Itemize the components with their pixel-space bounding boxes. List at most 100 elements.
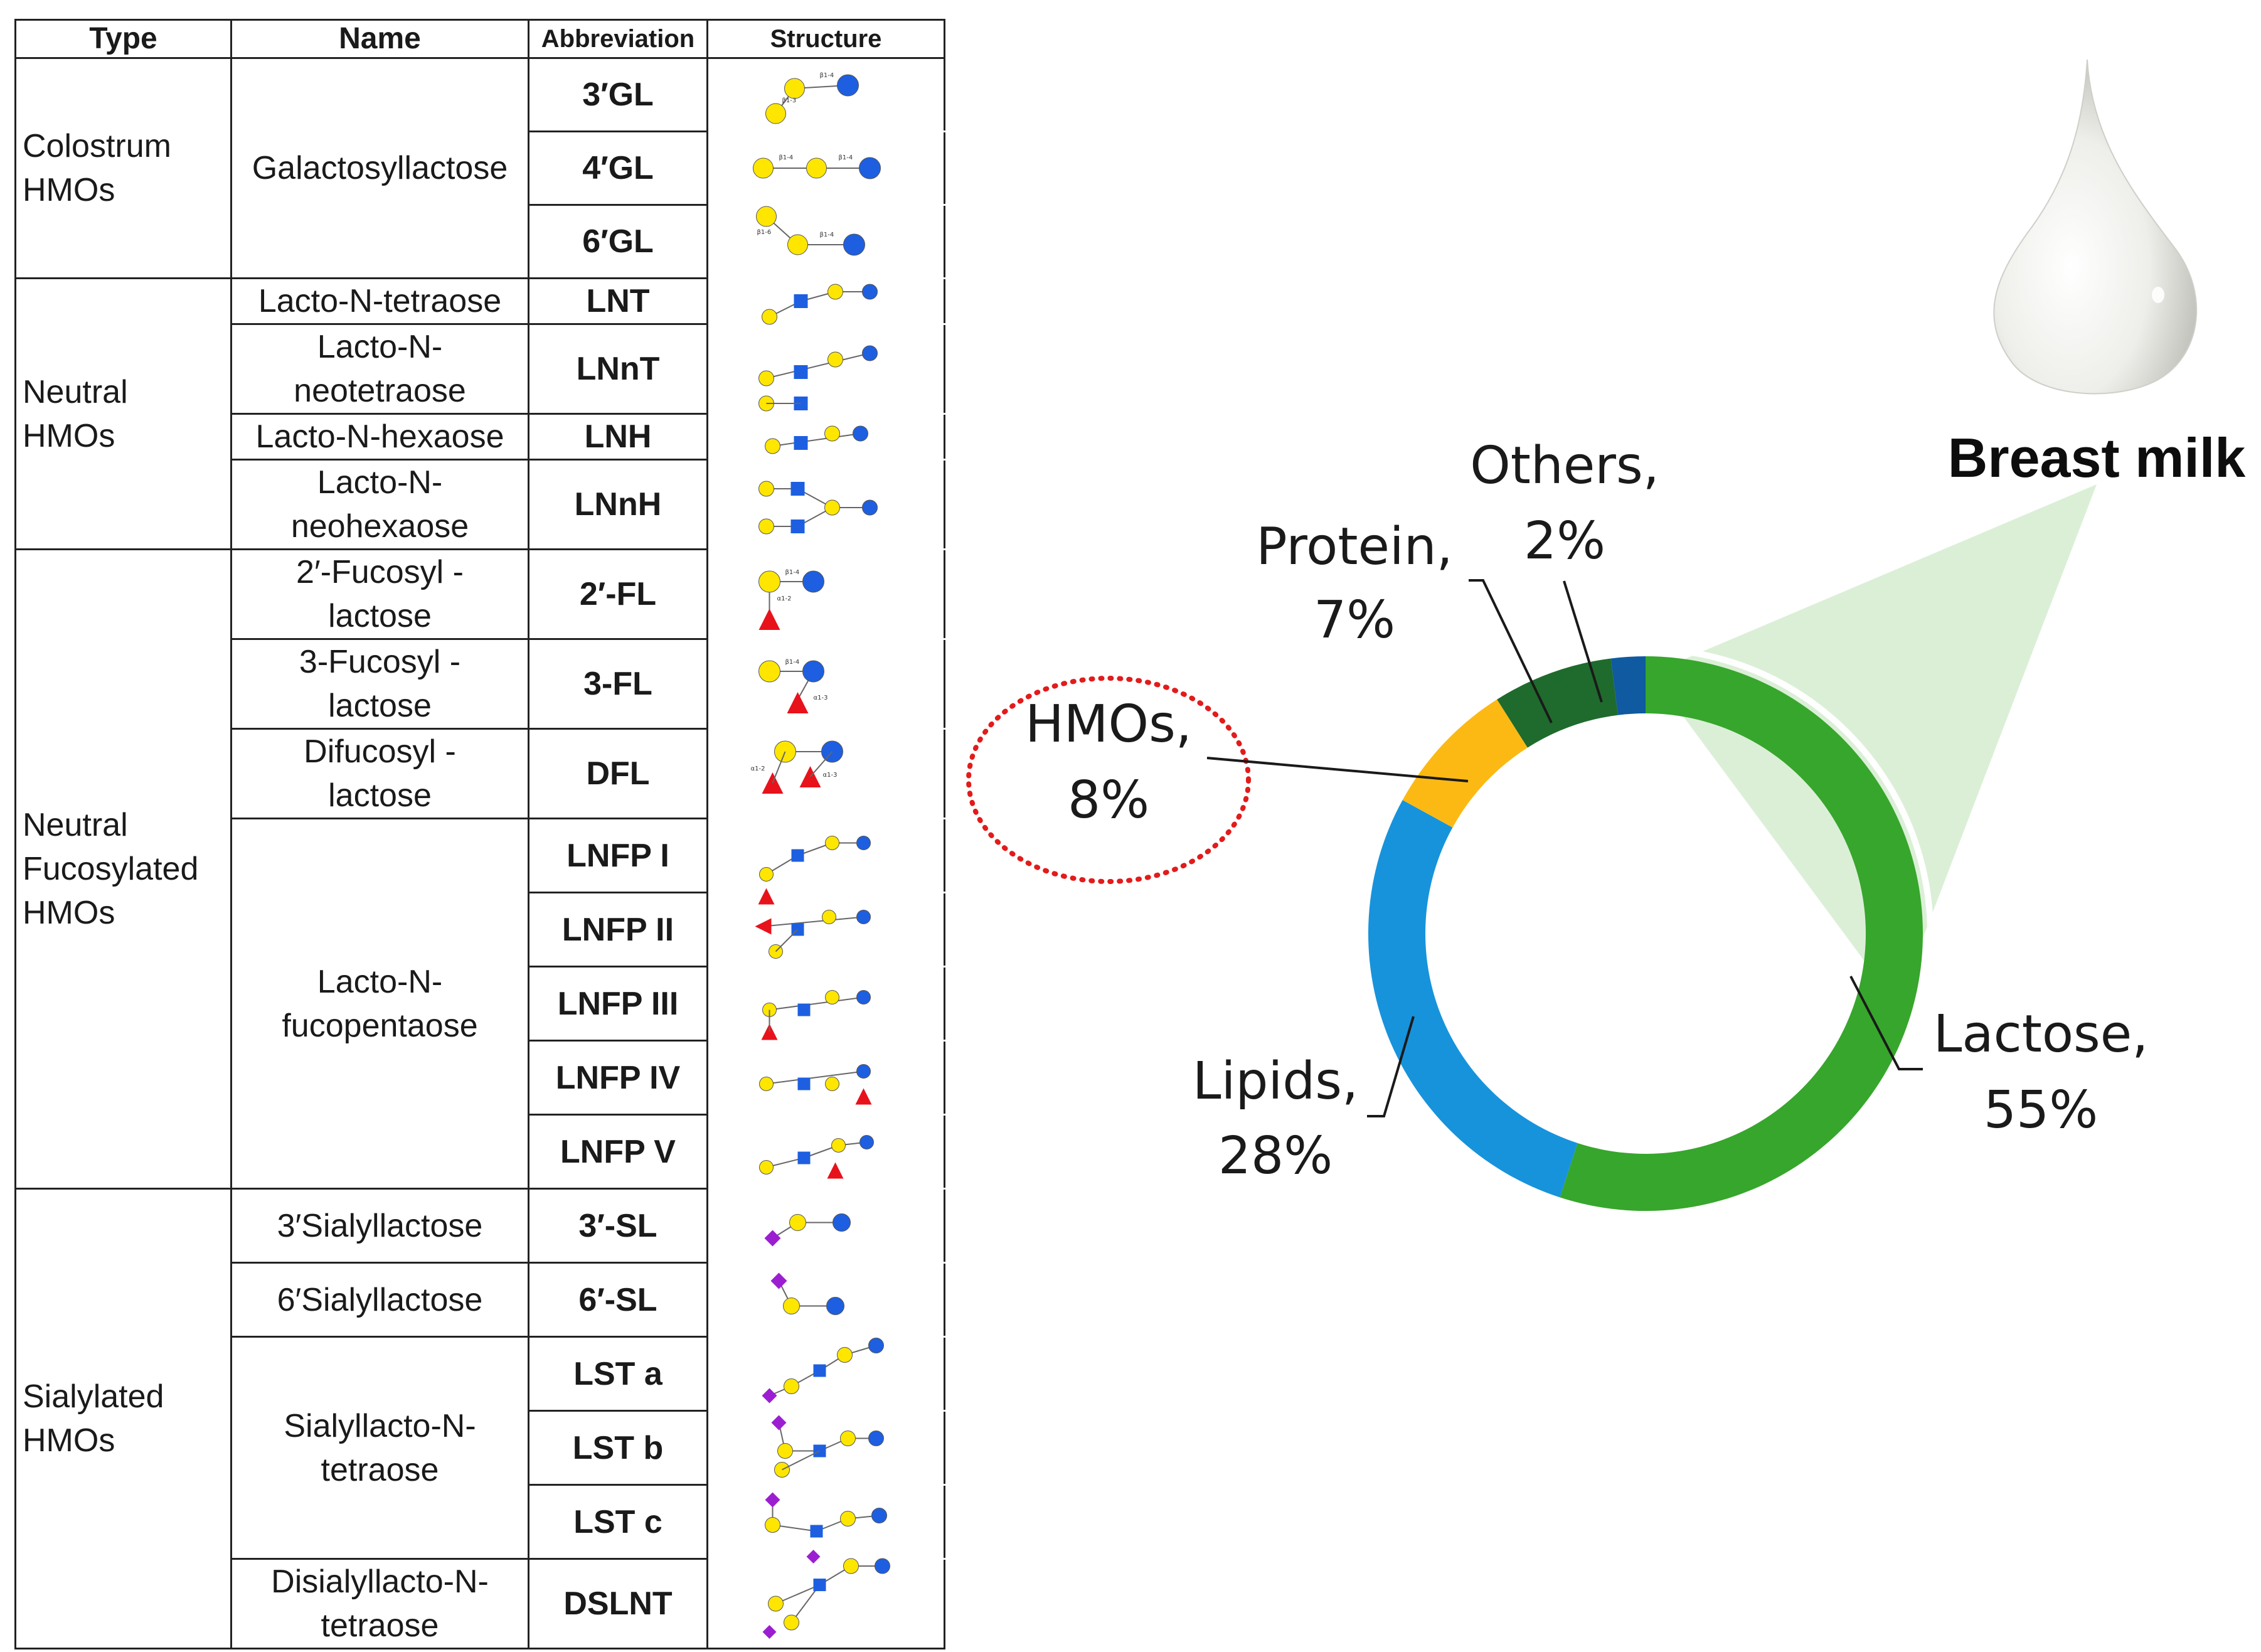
type-text: Sialylated [23,1378,164,1415]
table-row: Neutral Fucosylated HMOs 2′-Fucosyl - lactos… [14,548,945,1190]
abbreviation-cell: LNFP I [528,818,708,893]
structure-cell [706,1040,945,1116]
donut-slice-lipids [1368,800,1578,1198]
donut-chart [1368,646,1934,1211]
table-header-row: Type Name Abbreviation Structure [14,19,945,59]
table-row: 3-Fucosyl - lactose 3-FL [16,638,945,730]
galactose-circle-icon [843,1558,859,1574]
label-lactose-value: 55% [1984,1080,2098,1140]
galactose-circle-icon [759,1077,774,1091]
glucose-circle-icon [871,1508,887,1523]
glucose-circle-icon [802,660,824,683]
structure-cell [706,818,945,893]
fucose-triangle-icon [755,918,772,935]
glcnac-square-icon [790,482,805,496]
glucose-circle-icon [856,1064,871,1079]
glucose-circle-icon [859,1135,874,1149]
label-hmos-name: HMOs, [1025,695,1192,754]
label-hmos-value: 8% [1068,770,1149,830]
name-text: lactose [328,688,432,724]
abbreviation-cell: 6′GL [528,204,708,279]
glycan-structure [762,284,878,325]
name-text: Disialyllacto-N- [271,1564,489,1600]
galactose-circle-icon [824,499,840,516]
linkage-tag: α1-2 [777,595,792,602]
table-row: Difucosyl - lactose DFL [16,728,945,819]
name-text: 3-Fucosyl - [299,644,461,680]
structure-cell [706,57,945,132]
glycan-structure [758,481,878,535]
leader-protein [1469,579,1553,723]
galactose-circle-icon [840,1431,856,1446]
abbreviation-cell: DSLNT [528,1558,708,1649]
table-row: Disialyllacto-N-tetraose DSLNT [16,1558,945,1649]
glcnac-square-icon [794,294,808,308]
galactose-circle-icon [758,370,774,386]
label-others: Others, 2% [1470,436,1659,571]
galactose-circle-icon [840,1511,856,1527]
galactose-circle-icon [825,990,839,1005]
donut-slice-others [1610,656,1646,715]
linkage-tag: β1-4 [779,154,794,161]
header-type: Type [14,19,232,59]
name-cell: 3-Fucosyl - lactose [230,638,529,730]
glucose-circle-icon [868,1431,884,1446]
galactose-circle-icon [827,351,843,368]
bond-line [766,1070,864,1085]
sialic-diamond-icon [806,1550,821,1564]
label-others-name: Others, [1470,436,1659,496]
linkage-tag: β1-4 [839,154,853,161]
glycan-structure: β1-3 β1-4 [765,72,859,124]
glycan-structure [765,425,868,454]
galactose-circle-icon [787,234,808,255]
type-text: Colostrum [23,128,171,164]
glycan-structure [758,836,871,905]
table-row: Sialyllacto-N-tetraose LST a [16,1336,945,1560]
name-text: Lacto-N- [317,329,443,365]
name-text: Difucosyl - [304,733,456,770]
abbreviation-cell: LNT [528,277,708,325]
label-protein-value: 7% [1314,590,1395,650]
table-row: Colostrum HMOs Galactosyllactose 3′GL [14,57,945,279]
sialic-diamond-icon [764,1230,781,1247]
name-cell: Lacto-N-fucopentaose [230,818,529,1190]
abbreviation-cell: 3-FL [528,638,708,730]
leader-lactose [1849,976,1923,1070]
glycan-structure [759,1135,874,1179]
milk-drop-icon [1993,59,2198,395]
glycan-structure [755,910,871,959]
structure-cell [706,204,945,279]
table-row: Neutral HMOs Lacto-N-tetraose LNT [14,277,945,550]
type-cell: Sialylated HMOs [14,1188,232,1649]
glucose-circle-icon [853,425,868,442]
galactose-circle-icon [837,1347,853,1363]
table-row: Lacto-N-fucopentaose LNFP I [16,818,945,1190]
abbreviation-cell: 2′-FL [528,548,708,640]
header-name: Name [230,19,529,59]
name-text: tetraose [321,1451,439,1488]
galactose-circle-icon [784,1378,799,1394]
galactose-circle-icon [768,1596,784,1612]
name-cell: 6′Sialyllactose [230,1262,529,1338]
fucose-triangle-icon [787,692,809,713]
glucose-circle-icon [875,1558,890,1574]
name-cell: Lacto-N-neotetraose [230,323,529,415]
name-text: neotetraose [294,373,466,409]
hmos-highlight-circle [966,676,1251,884]
glycan-structure: α1-2 α1-3 [751,740,843,794]
glcnac-square-icon [797,1077,811,1090]
glucose-circle-icon [826,1297,844,1315]
galactose-circle-icon [765,438,780,454]
bond-line [772,433,861,447]
galactose-circle-icon [759,867,774,882]
type-cell: Colostrum HMOs [14,57,232,279]
abbreviation-cell: LNnT [528,323,708,415]
header-abbreviation: Abbreviation [528,19,708,59]
label-lipids: Lipids, 28% [1193,1052,1358,1186]
linkage-tag: α1-2 [751,765,765,772]
bond-line [766,353,870,379]
hmo-table: Type Name Abbreviation Structure Colostr… [14,19,945,1649]
galactose-circle-icon [806,157,827,179]
type-text: HMOs [23,895,115,931]
